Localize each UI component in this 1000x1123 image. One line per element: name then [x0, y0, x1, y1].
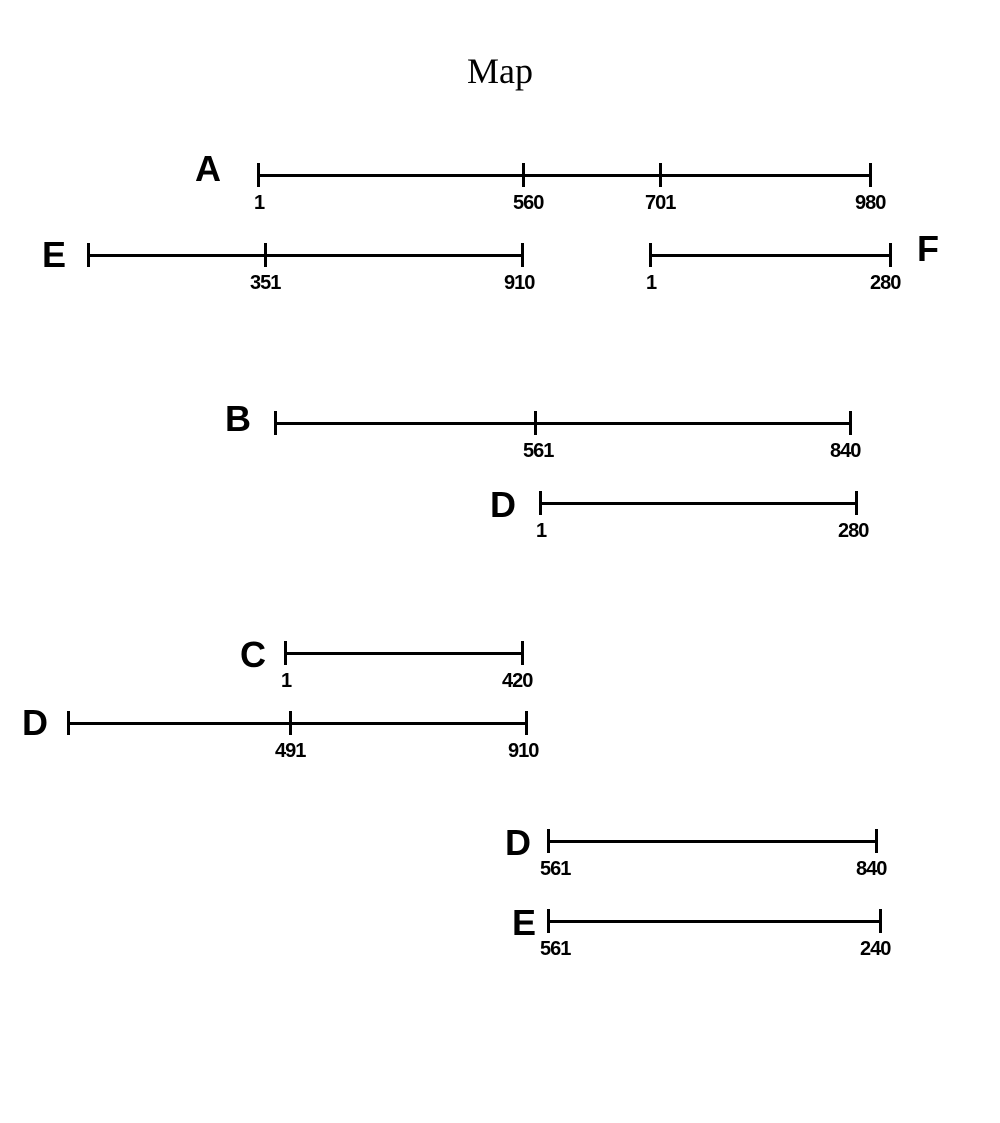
tick-label: 560 [513, 192, 543, 215]
tick-mark [289, 711, 292, 735]
row-label: B [225, 398, 250, 440]
segment-line [68, 722, 526, 725]
row-label: A [195, 148, 220, 190]
tick-label: 351 [250, 272, 280, 295]
tick-mark [67, 711, 70, 735]
segment-line [548, 920, 880, 923]
tick-mark [547, 909, 550, 933]
tick-label: 561 [540, 858, 570, 881]
tick-mark [521, 243, 524, 267]
tick-mark [257, 163, 260, 187]
tick-mark [525, 711, 528, 735]
tick-label: 910 [508, 740, 538, 763]
tick-label: 1 [646, 272, 656, 295]
tick-label: 1 [536, 520, 546, 543]
tick-mark [659, 163, 662, 187]
tick-mark [889, 243, 892, 267]
tick-mark [649, 243, 652, 267]
tick-mark [87, 243, 90, 267]
tick-mark [284, 641, 287, 665]
tick-mark [264, 243, 267, 267]
diagram-title: Map [467, 50, 533, 92]
segment-line [540, 502, 856, 505]
tick-mark [522, 163, 525, 187]
tick-label: 561 [523, 440, 553, 463]
tick-mark [849, 411, 852, 435]
tick-label: 240 [860, 938, 890, 961]
row-label: E [512, 902, 535, 944]
tick-label: 701 [645, 192, 675, 215]
tick-mark [521, 641, 524, 665]
tick-label: 980 [855, 192, 885, 215]
tick-label: 280 [870, 272, 900, 295]
tick-label: 420 [502, 670, 532, 693]
tick-label: 491 [275, 740, 305, 763]
row-label: F [917, 228, 938, 270]
tick-mark [875, 829, 878, 853]
row-label: D [490, 484, 515, 526]
row-label: D [22, 702, 47, 744]
tick-label: 910 [504, 272, 534, 295]
segment-line [275, 422, 850, 425]
tick-label: 840 [856, 858, 886, 881]
tick-label: 561 [540, 938, 570, 961]
row-label: D [505, 822, 530, 864]
tick-label: 280 [838, 520, 868, 543]
tick-mark [274, 411, 277, 435]
segment-line [650, 254, 890, 257]
tick-mark [869, 163, 872, 187]
tick-mark [879, 909, 882, 933]
segment-line [88, 254, 522, 257]
row-label: C [240, 634, 265, 676]
tick-mark [855, 491, 858, 515]
segment-line [285, 652, 522, 655]
tick-mark [534, 411, 537, 435]
segment-line [258, 174, 870, 177]
tick-label: 1 [281, 670, 291, 693]
tick-label: 840 [830, 440, 860, 463]
segment-line [548, 840, 876, 843]
tick-mark [547, 829, 550, 853]
row-label: E [42, 234, 65, 276]
tick-label: 1 [254, 192, 264, 215]
tick-mark [539, 491, 542, 515]
